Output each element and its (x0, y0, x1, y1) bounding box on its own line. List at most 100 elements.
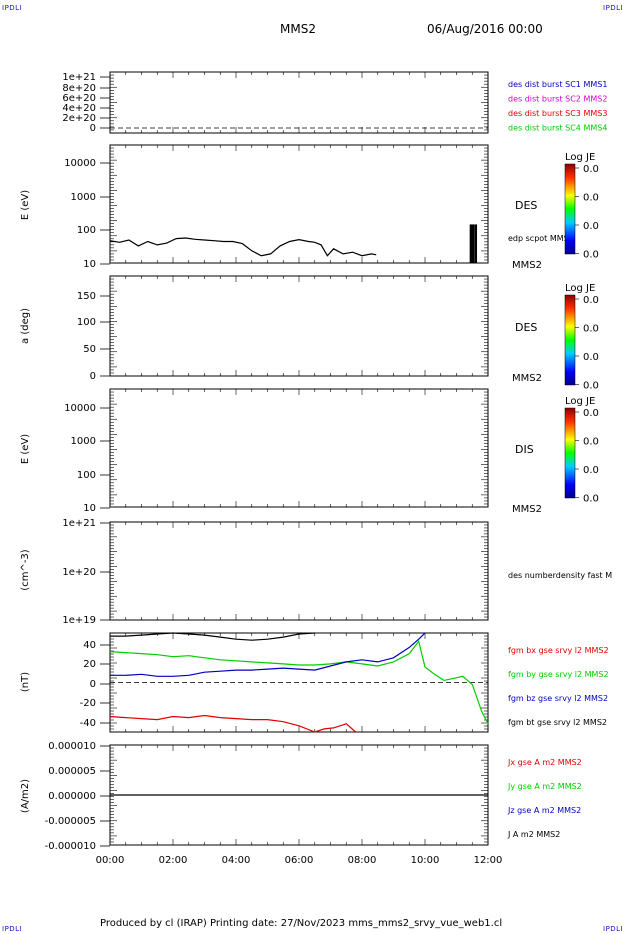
des-energy-colorbar-tick-label: 0.0 (583, 164, 599, 175)
dis-energy-ytick-label: 10 (83, 503, 96, 514)
des-pitch-colorbar-title: Log JE (565, 283, 595, 294)
dis-energy-colorbar-tick-label: 0.0 (583, 465, 599, 476)
density-ytick-label: 1e+21 (62, 518, 96, 529)
des-energy-instrument-label: DES (515, 199, 537, 212)
dis-energy-colorbar-tick-label: 0.0 (583, 494, 599, 505)
fgm-legend-entry: fgm bx gse srvy l2 MMS2 (508, 646, 609, 655)
fgm-ylabel: (nT) (20, 672, 31, 692)
des-energy-trace-label: edp scpot MMS2 (508, 234, 574, 243)
orbit-legend-entry: des dist burst SC2 MMS2 (508, 95, 607, 104)
current-ytick-label: 0.000000 (48, 791, 96, 802)
dis-energy-ytick-label: 100 (77, 470, 96, 481)
dis-energy-instrument-label: DIS (515, 443, 534, 456)
des-pitch-spacecraft-label: MMS2 (512, 373, 542, 384)
dis-energy-ytick-label: 10000 (64, 403, 96, 414)
dis-energy-colorbar-tick-label: 0.0 (583, 408, 599, 419)
des-pitch-ylabel: a (deg) (20, 308, 31, 344)
current-ylabel: (A/m2) (20, 779, 31, 813)
footer-credit: Produced by cl (IRAP) Printing date: 27/… (100, 918, 503, 929)
density-frame (109, 521, 489, 621)
fgm-series-line (110, 632, 315, 641)
dis-energy-ylabel: E (eV) (20, 434, 31, 464)
current-ytick-label: 0.000005 (48, 766, 96, 777)
density-legend-entry: des numberdensity fast M (508, 571, 612, 580)
fgm-legend-entry: fgm bt gse srvy l2 MMS2 (508, 718, 607, 727)
des-energy-spacecraft-label: MMS2 (512, 260, 542, 271)
orbit-ytick-label: 1e+21 (62, 72, 96, 83)
time-tick-label: 08:00 (348, 855, 377, 866)
orbit-ytick-label: 2e+20 (62, 113, 96, 124)
des-pitch-ytick-label: 150 (77, 291, 96, 302)
dis-energy-frame (109, 388, 489, 508)
date-title: 06/Aug/2016 00:00 (427, 22, 543, 36)
corner-label-top-left: IPDLI (2, 4, 23, 12)
des-energy-colorbar-tick-label: 0.0 (583, 221, 599, 232)
des-pitch-instrument-label: DES (515, 321, 537, 334)
corner-label-bottom-right: IPDLI (603, 925, 624, 933)
density-ytick-label: 1e+20 (62, 567, 96, 578)
des-pitch-colorbar-tick-label: 0.0 (583, 295, 599, 306)
des-energy-series-line (109, 237, 377, 257)
des-energy-colorbar-tick-label: 0.0 (583, 193, 599, 204)
fgm-legend-entry: fgm by gse srvy l2 MMS2 (508, 670, 609, 679)
fgm-ytick-label: 0 (90, 679, 96, 690)
des-pitch-ytick-label: 50 (83, 344, 96, 355)
density-ytick-label: 1e+19 (62, 615, 96, 626)
current-ytick-label: -0.000010 (45, 841, 96, 852)
spacecraft-title: MMS2 (280, 22, 316, 36)
current-legend-entry: Jy gse A m2 MMS2 (507, 782, 582, 791)
fgm-legend-entry: fgm bz gse srvy l2 MMS2 (508, 694, 608, 703)
des-pitch-colorbar (564, 294, 576, 386)
dis-energy-spacecraft-label: MMS2 (512, 504, 542, 515)
dis-energy-ytick-label: 1000 (71, 436, 96, 447)
des-pitch-colorbar-tick-label: 0.0 (583, 324, 599, 335)
des-energy-data-bar (469, 224, 472, 263)
des-energy-data-bar (471, 224, 474, 263)
des-energy-colorbar-tick-label: 0.0 (583, 250, 599, 261)
des-energy-data-bar (475, 224, 478, 263)
des-energy-ylabel: E (eV) (20, 190, 31, 220)
current-ytick-label: 0.000010 (48, 741, 96, 752)
fgm-ytick-label: -20 (80, 698, 96, 709)
orbit-ytick-label: 4e+20 (62, 103, 96, 114)
fgm-series-line (109, 639, 489, 725)
time-tick-label: 06:00 (285, 855, 314, 866)
current-legend-entry: Jx gse A m2 MMS2 (507, 758, 582, 767)
fgm-series-line (110, 632, 426, 677)
current-legend-entry: Jz gse A m2 MMS2 (507, 806, 581, 815)
des-pitch-ytick-label: 100 (77, 317, 96, 328)
time-tick-label: 12:00 (474, 855, 503, 866)
des-pitch-colorbar-tick-label: 0.0 (583, 352, 599, 363)
des-energy-frame (109, 144, 489, 264)
corner-label-top-right: IPDLI (603, 4, 624, 12)
des-energy-ytick-label: 1000 (71, 192, 96, 203)
density-ylabel: (cm^-3) (20, 549, 31, 590)
orbit-ytick-label: 0 (90, 123, 96, 134)
des-energy-ytick-label: 100 (77, 225, 96, 236)
des-energy-colorbar-title: Log JE (565, 152, 595, 163)
orbit-legend-entry: des dist burst SC4 MMS4 (508, 124, 607, 133)
des-pitch-colorbar-tick-label: 0.0 (583, 381, 599, 392)
fgm-series-line (109, 714, 357, 733)
fgm-ytick-label: 20 (83, 659, 96, 670)
des-energy-data-bar (472, 224, 475, 263)
time-tick-label: 10:00 (411, 855, 440, 866)
des-pitch-frame (109, 275, 489, 377)
time-tick-label: 04:00 (222, 855, 251, 866)
orbit-ytick-label: 6e+20 (62, 93, 96, 104)
current-legend-entry: J A m2 MMS2 (507, 830, 560, 839)
orbit-legend-entry: des dist burst SC3 MMS3 (508, 109, 607, 118)
orbit-frame (109, 71, 489, 134)
des-energy-ytick-label: 10 (83, 259, 96, 270)
fgm-ytick-label: 40 (83, 640, 96, 651)
des-energy-colorbar (564, 163, 576, 255)
orbit-ytick-label: 8e+20 (62, 83, 96, 94)
des-energy-ytick-label: 10000 (64, 158, 96, 169)
dis-energy-colorbar-title: Log JE (565, 396, 595, 407)
orbit-legend-entry: des dist burst SC1 MMS1 (508, 80, 607, 89)
current-ytick-label: -0.000005 (45, 816, 96, 827)
dis-energy-colorbar-tick-label: 0.0 (583, 437, 599, 448)
fgm-ytick-label: -40 (80, 718, 96, 729)
time-tick-label: 00:00 (96, 855, 125, 866)
